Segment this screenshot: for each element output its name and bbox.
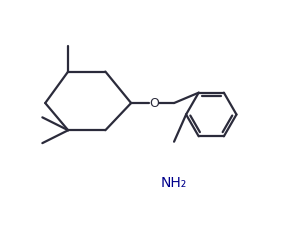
Text: NH₂: NH₂ xyxy=(161,176,187,190)
Text: O: O xyxy=(149,97,159,110)
